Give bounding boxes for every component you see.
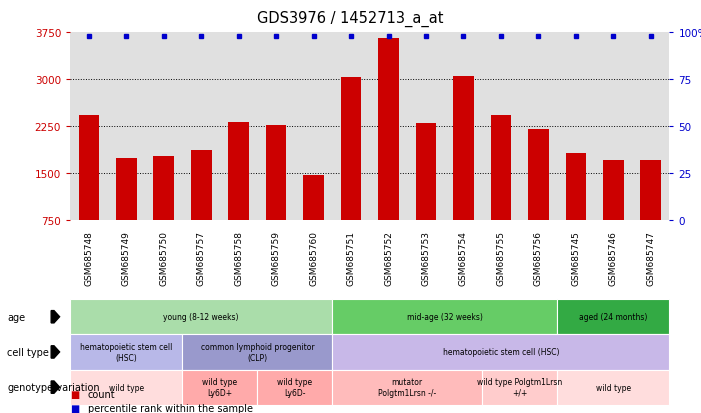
Text: young (8-12 weeks): young (8-12 weeks) [163,313,239,321]
Text: aged (24 months): aged (24 months) [579,313,648,321]
Text: wild type: wild type [596,383,631,392]
Text: cell type: cell type [7,347,49,357]
Text: hematopoietic stem cell
(HSC): hematopoietic stem cell (HSC) [80,342,172,362]
Text: ■: ■ [70,403,79,413]
Text: common lymphoid progenitor
(CLP): common lymphoid progenitor (CLP) [200,342,314,362]
Text: GDS3976 / 1452713_a_at: GDS3976 / 1452713_a_at [257,10,444,26]
Bar [79,116,99,221]
Bar [304,175,324,221]
Text: mutator
Polgtm1Lrsn -/-: mutator Polgtm1Lrsn -/- [378,377,436,397]
Text: percentile rank within the sample: percentile rank within the sample [88,403,252,413]
Text: wild type
Ly6D-: wild type Ly6D- [278,377,313,397]
Bar [528,130,549,221]
Text: wild type: wild type [109,383,144,392]
Bar [266,126,287,221]
Text: ■: ■ [70,389,79,399]
Text: wild type
Ly6D+: wild type Ly6D+ [203,377,238,397]
Bar [341,78,361,221]
Bar [416,124,436,221]
Text: hematopoietic stem cell (HSC): hematopoietic stem cell (HSC) [442,348,559,356]
Bar [379,39,399,221]
Bar [191,151,212,221]
Text: wild type Polgtm1Lrsn
+/+: wild type Polgtm1Lrsn +/+ [477,377,562,397]
Bar [116,158,137,221]
Bar [453,77,474,221]
Bar [566,154,586,221]
Text: age: age [7,312,25,322]
Bar [603,160,624,221]
Bar [491,116,511,221]
Text: count: count [88,389,115,399]
Bar [641,160,661,221]
Bar [229,123,249,221]
Bar [154,157,174,221]
Text: mid-age (32 weeks): mid-age (32 weeks) [407,313,482,321]
Text: genotype/variation: genotype/variation [7,382,100,392]
